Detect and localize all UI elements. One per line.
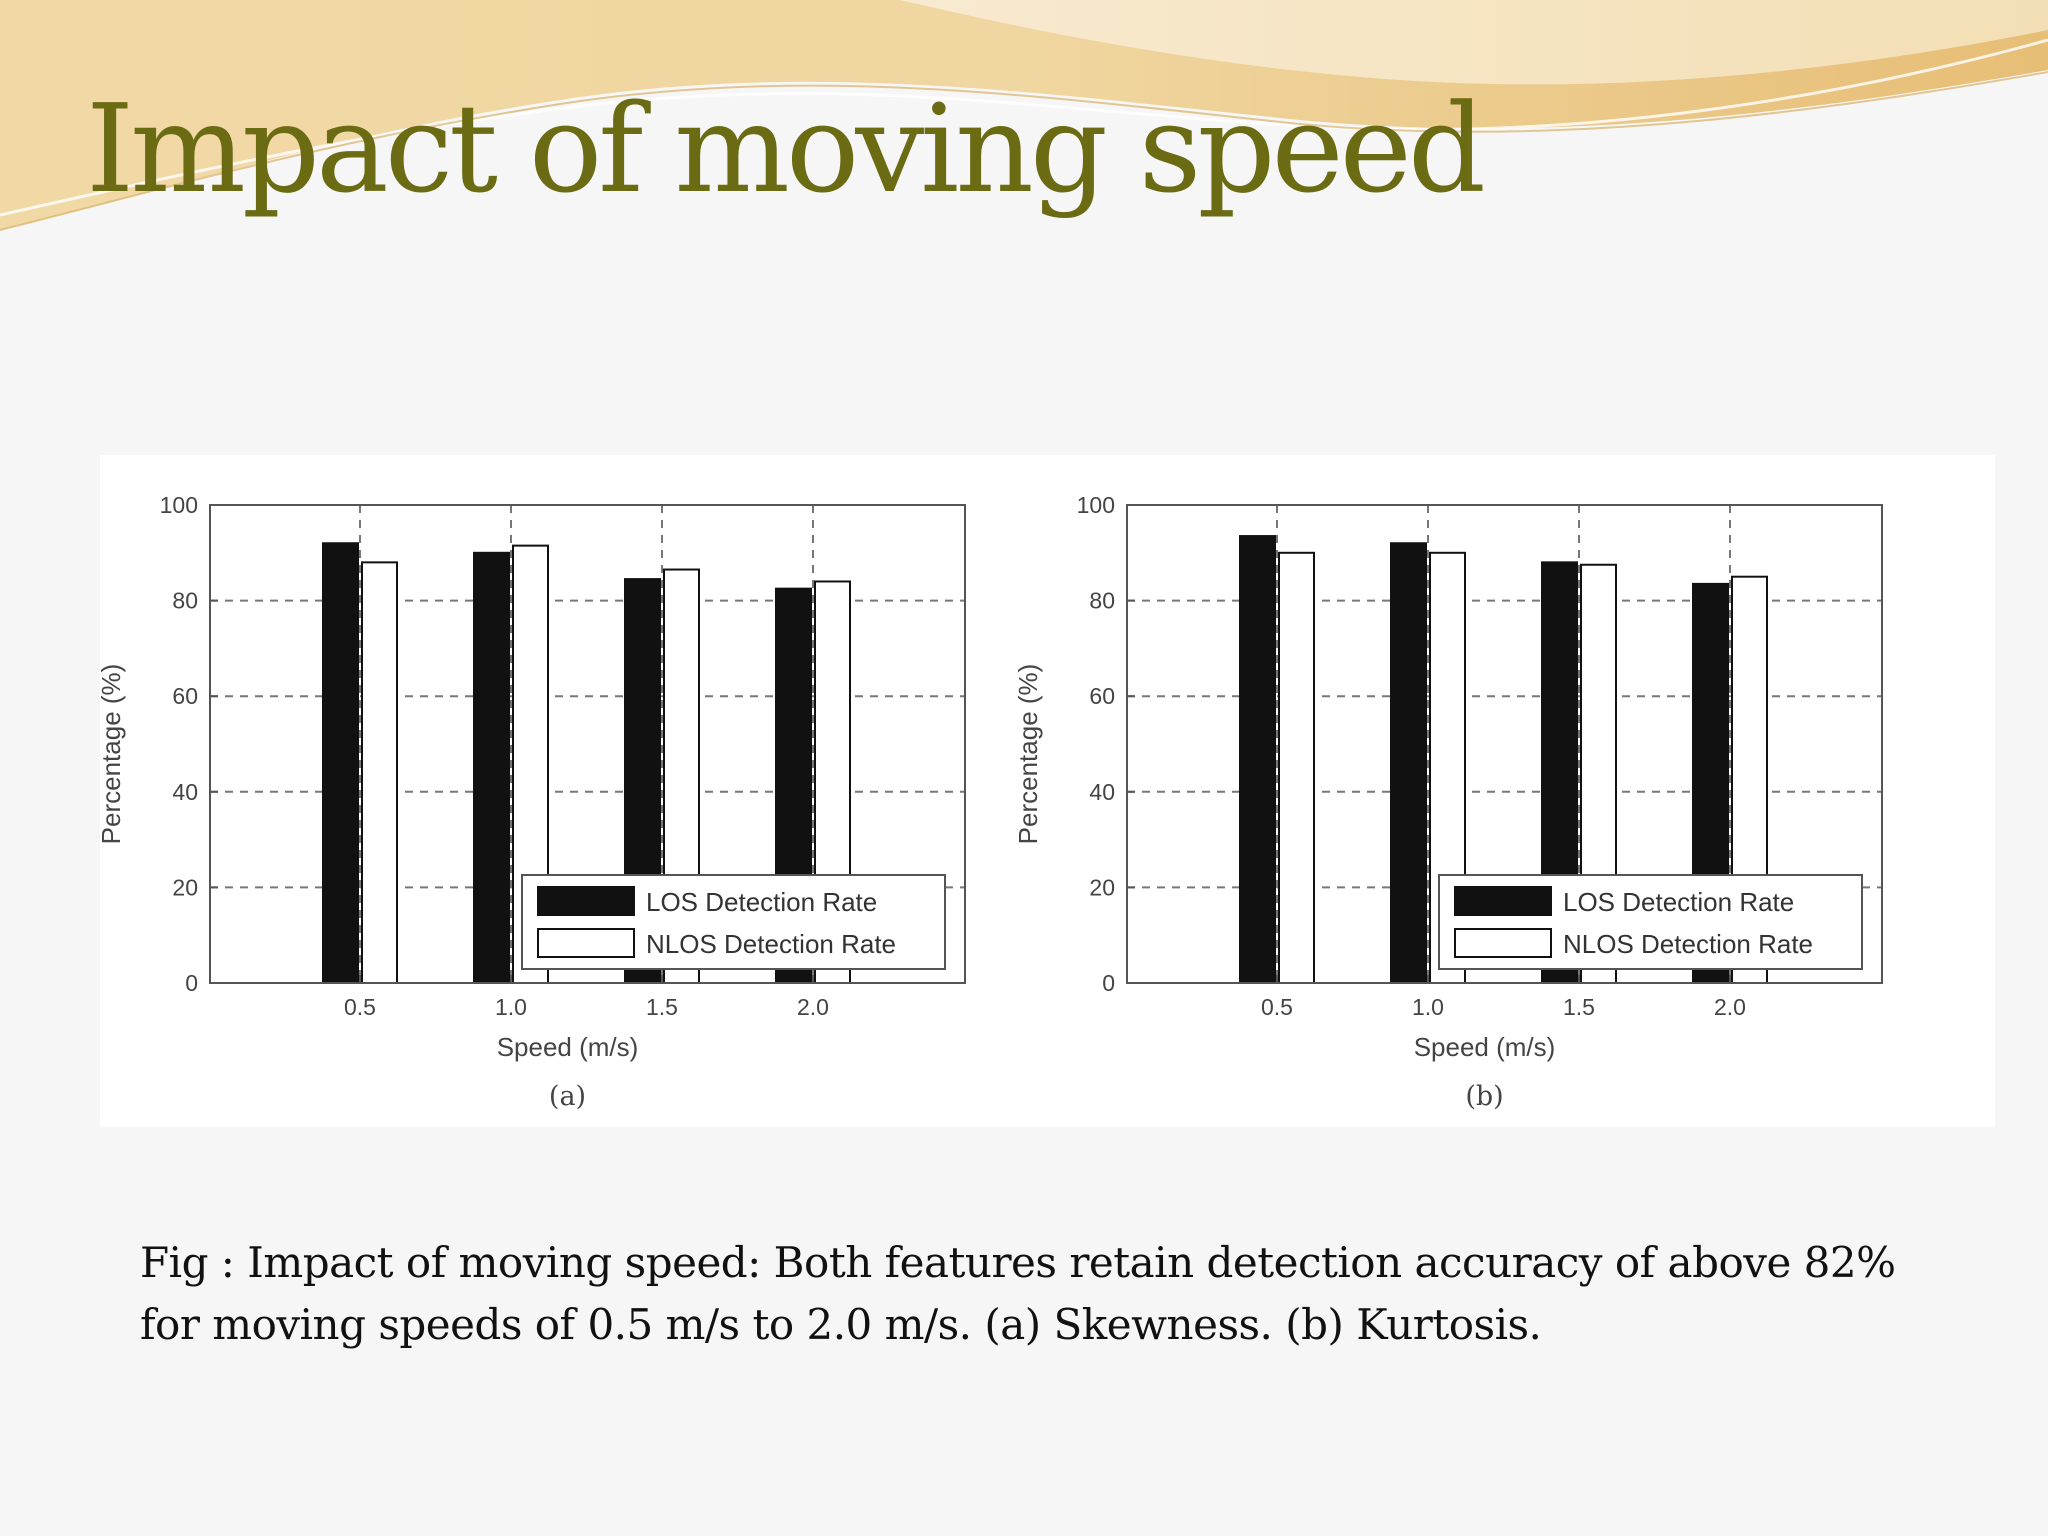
chart-b-legend: LOS Detection Rate NLOS Detection Rate: [1438, 874, 1863, 970]
chart-b-y-axis-label: Percentage (%): [1017, 664, 1043, 845]
chart-b-ytick-label-40: 40: [1089, 779, 1115, 805]
chart-a-legend-label-nlos: NLOS Detection Rate: [646, 929, 896, 959]
chart-a-frame: [209, 504, 966, 984]
chart-a-skewness: 0 20 40 60 80 100 0.5 1.0 1.5 2.0 Speed (m/s) Per…: [100, 492, 966, 1112]
chart-a-y-axis-label: Percentage (%): [100, 664, 126, 845]
chart-b-xtick-label-1.5: 1.5: [1563, 994, 1595, 1020]
chart-a-legend-swatch-nlos: [537, 928, 635, 958]
chart-b-bar-los-1.0: [1390, 542, 1427, 985]
chart-a-legend-label-los: LOS Detection Rate: [646, 887, 877, 917]
slide-title: Impact of moving speed: [86, 78, 1486, 220]
chart-b-legend-swatch-nlos: [1454, 928, 1552, 958]
chart-b-x-axis-label: Speed (m/s): [1414, 1032, 1556, 1062]
wave-edge-line: [0, 71, 2048, 231]
decorative-wave-banner: [0, 0, 2048, 231]
chart-b-xtick-label-1.0: 1.0: [1412, 994, 1444, 1020]
chart-b-ytick-label-100: 100: [1077, 492, 1115, 518]
chart-a-ytick-label-60: 60: [172, 683, 198, 709]
chart-a-xtick-label-0.5: 0.5: [344, 994, 376, 1020]
chart-a-bar-los-0.5: [322, 542, 359, 985]
figure-caption: Fig : Impact of moving speed: Both featu…: [140, 1238, 1896, 1349]
chart-a-ytick-label-0: 0: [185, 970, 198, 996]
chart-b-legend-label-nlos: NLOS Detection Rate: [1563, 929, 1813, 959]
chart-b-ytick-label-20: 20: [1089, 874, 1115, 900]
chart-b-kurtosis: 0 20 40 60 80 100 0.5 1.0 1.5 2.0 Speed (m/s) Per…: [1017, 492, 1883, 1112]
chart-b-bar-nlos-0.5: [1278, 551, 1315, 985]
chart-a-ytick-label-40: 40: [172, 779, 198, 805]
chart-b-legend-label-los: LOS Detection Rate: [1563, 887, 1794, 917]
chart-a-bar-nlos-0.5: [361, 561, 398, 985]
figure-panel: 0 20 40 60 80 100 0.5 1.0 1.5 2.0 Speed (m/s) Per…: [100, 455, 1995, 1127]
chart-b-ytick-label-80: 80: [1089, 588, 1115, 614]
chart-b-xtick-label-2.0: 2.0: [1714, 994, 1746, 1020]
chart-b-ytick-label-0: 0: [1102, 970, 1115, 996]
chart-a-bar-los-1.0: [473, 551, 510, 985]
chart-a-ticks: 0 20 40 60 80 100 0.5 1.0 1.5 2.0: [160, 492, 829, 1020]
chart-a-xtick-label-1.0: 1.0: [495, 994, 527, 1020]
chart-b-panel-label: (b): [1465, 1081, 1503, 1112]
chart-a-xtick-label-1.5: 1.5: [646, 994, 678, 1020]
chart-a-ytick-label-100: 100: [160, 492, 198, 518]
chart-a-panel-label: (a): [549, 1081, 586, 1112]
chart-b-ticks: 0 20 40 60 80 100 0.5 1.0 1.5 2.0: [1077, 492, 1746, 1020]
chart-b-frame: [1126, 504, 1883, 984]
chart-a-x-axis-label: Speed (m/s): [497, 1032, 639, 1062]
chart-a-legend-swatch-los: [537, 886, 635, 916]
chart-b-bar-los-0.5: [1239, 535, 1276, 984]
chart-b-xtick-label-0.5: 0.5: [1261, 994, 1293, 1020]
chart-a-ytick-label-20: 20: [172, 874, 198, 900]
chart-a-xtick-label-2.0: 2.0: [797, 994, 829, 1020]
chart-a-ytick-label-80: 80: [172, 588, 198, 614]
wave-pale-band: [900, 0, 2048, 85]
chart-b-ytick-label-60: 60: [1089, 683, 1115, 709]
chart-a-legend: LOS Detection Rate NLOS Detection Rate: [521, 874, 946, 970]
chart-b-legend-swatch-los: [1454, 886, 1552, 916]
wave-highlight: [0, 38, 2048, 217]
